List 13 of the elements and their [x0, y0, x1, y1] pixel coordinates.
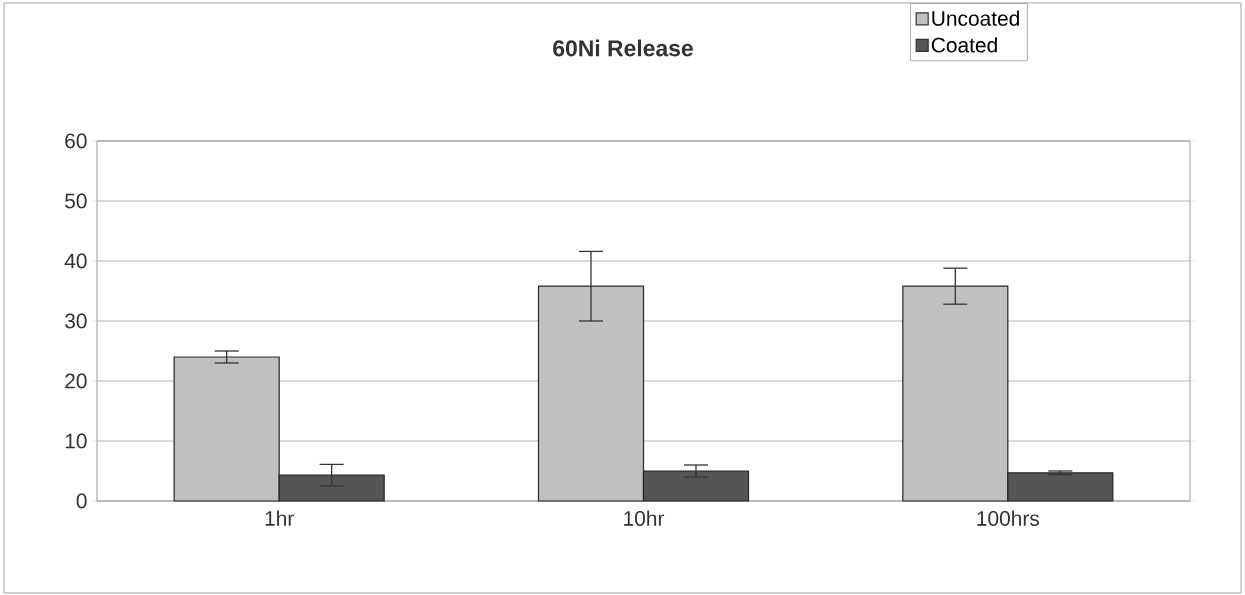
x-tick-label: 100hrs: [977, 510, 1040, 526]
legend-label: Uncoated: [932, 10, 1019, 26]
y-tick-label: 30: [65, 313, 87, 329]
chart-title: 60Ni Release: [553, 39, 693, 57]
y-tick-label: 60: [65, 133, 87, 149]
x-tick-label: 10hr: [624, 510, 665, 526]
y-tick-label: 0: [76, 493, 87, 509]
legend-label: Coated: [931, 37, 997, 53]
y-tick-label: 20: [65, 373, 87, 389]
y-tick-label: 50: [65, 193, 87, 209]
y-tick-label: 40: [64, 253, 87, 269]
y-tick-label: 10: [65, 433, 87, 449]
x-tick-label: 1hr: [265, 510, 294, 526]
